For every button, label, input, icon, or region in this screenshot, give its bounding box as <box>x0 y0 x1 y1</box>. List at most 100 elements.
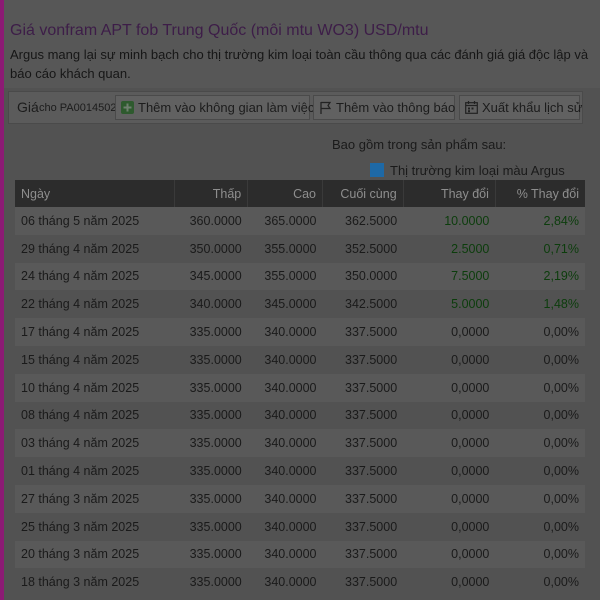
table-row: 22 tháng 4 năm 2025 340.0000 345.0000 342.5… <box>15 290 585 319</box>
cell-high: 340.0000 <box>247 568 323 597</box>
cell-change: 0,0000 <box>403 568 496 597</box>
col-header-pct-change[interactable]: % Thay đổi <box>495 180 585 207</box>
cell-high: 340.0000 <box>247 373 323 402</box>
cell-change: 0,0000 <box>403 373 496 402</box>
price-code: cho PA0014502 <box>39 102 117 114</box>
cell-high: 355.0000 <box>247 262 323 291</box>
cell-date: 06 tháng 5 năm 2025 <box>15 207 175 235</box>
cell-high: 340.0000 <box>247 318 323 346</box>
cell-change: 0,0000 <box>403 345 496 374</box>
cell-pct-change: 0,00% <box>495 318 585 346</box>
cell-change: 0,0000 <box>403 484 496 513</box>
cell-date: 27 tháng 3 năm 2025 <box>15 484 175 513</box>
cell-date: 01 tháng 4 năm 2025 <box>15 457 175 485</box>
cell-pct-change: 1,48% <box>495 290 585 319</box>
table-row: 27 tháng 3 năm 2025 335.0000 340.0000 337.5… <box>15 484 585 513</box>
cell-pct-change: 0,00% <box>495 568 585 597</box>
cell-date: 24 tháng 4 năm 2025 <box>15 262 175 291</box>
cell-change: 0,0000 <box>403 318 496 346</box>
cell-change: 0,0000 <box>403 512 496 541</box>
cell-date: 22 tháng 4 năm 2025 <box>15 290 175 319</box>
cell-change: 0,0000 <box>403 429 496 458</box>
page-description: Argus mang lại sự minh bạch cho thị trườ… <box>10 47 589 81</box>
cell-pct-change: 0,00% <box>495 345 585 374</box>
cell-change: 7.5000 <box>403 262 496 291</box>
cell-final: 352.5000 <box>322 234 404 263</box>
add-alert-button[interactable]: Thêm vào thông báo <box>313 95 455 120</box>
cell-low: 335.0000 <box>174 373 248 402</box>
cell-date: 18 tháng 3 năm 2025 <box>15 568 175 597</box>
price-history-table: Ngày Thấp Cao Cuối cùng Thay đổi % Thay … <box>15 180 585 597</box>
cell-high: 340.0000 <box>247 512 323 541</box>
flag-icon <box>320 101 332 114</box>
cell-final: 350.0000 <box>322 262 404 291</box>
table-row: 17 tháng 4 năm 2025 335.0000 340.0000 337.5… <box>15 318 585 346</box>
cell-final: 337.5000 <box>322 429 404 458</box>
cell-low: 335.0000 <box>174 540 248 569</box>
cell-pct-change: 0,71% <box>495 234 585 263</box>
cell-date: 10 tháng 4 năm 2025 <box>15 373 175 402</box>
price-panel: Giá vonfram APT fob Trung Quốc (môi mtu … <box>4 0 600 600</box>
cell-high: 340.0000 <box>247 429 323 458</box>
calendar-icon <box>465 101 478 114</box>
cell-high: 365.0000 <box>247 207 323 235</box>
cell-pct-change: 0,00% <box>495 429 585 458</box>
cell-high: 340.0000 <box>247 540 323 569</box>
cell-change: 0,0000 <box>403 457 496 485</box>
add-workspace-label: Thêm vào không gian làm việc <box>138 100 315 115</box>
cell-final: 337.5000 <box>322 568 404 597</box>
table-row: 10 tháng 4 năm 2025 335.0000 340.0000 337.5… <box>15 373 585 402</box>
export-history-label: Xuất khẩu lịch sử <box>482 100 583 115</box>
col-header-date[interactable]: Ngày <box>15 180 176 207</box>
cell-high: 340.0000 <box>247 401 323 430</box>
cell-final: 337.5000 <box>322 484 404 513</box>
cell-date: 29 tháng 4 năm 2025 <box>15 234 175 263</box>
cell-low: 335.0000 <box>174 345 248 374</box>
cell-change: 10.0000 <box>403 207 496 235</box>
table-row: 25 tháng 3 năm 2025 335.0000 340.0000 337.5… <box>15 512 585 541</box>
col-header-high[interactable]: Cao <box>247 180 324 207</box>
cell-final: 337.5000 <box>322 512 404 541</box>
cell-final: 342.5000 <box>322 290 404 319</box>
cell-date: 08 tháng 4 năm 2025 <box>15 401 175 430</box>
cell-high: 345.0000 <box>247 290 323 319</box>
plus-icon <box>121 101 134 114</box>
cell-final: 337.5000 <box>322 457 404 485</box>
cell-low: 350.0000 <box>174 234 248 263</box>
col-header-low[interactable]: Thấp <box>174 180 249 207</box>
export-history-button[interactable]: Xuất khẩu lịch sử <box>459 95 583 120</box>
table-row: 24 tháng 4 năm 2025 345.0000 355.0000 350.0… <box>15 262 585 291</box>
cell-date: 20 tháng 3 năm 2025 <box>15 540 175 569</box>
product-link[interactable]: Thị trường kim loại màu Argus <box>390 163 565 178</box>
cell-low: 345.0000 <box>174 262 248 291</box>
table-row: 18 tháng 3 năm 2025 335.0000 340.0000 337.5… <box>15 568 585 597</box>
cell-high: 340.0000 <box>247 484 323 513</box>
accent-bar <box>0 0 4 600</box>
table-header-row: Ngày Thấp Cao Cuối cùng Thay đổi % Thay … <box>15 180 585 207</box>
cell-change: 0,0000 <box>403 540 496 569</box>
page-title: Giá vonfram APT fob Trung Quốc (môi mtu … <box>10 22 429 39</box>
cell-pct-change: 0,00% <box>495 512 585 541</box>
cell-low: 335.0000 <box>174 318 248 346</box>
cell-pct-change: 0,00% <box>495 484 585 513</box>
cell-low: 335.0000 <box>174 484 248 513</box>
cell-low: 335.0000 <box>174 568 248 597</box>
cell-pct-change: 2,19% <box>495 262 585 291</box>
cell-date: 15 tháng 4 năm 2025 <box>15 345 175 374</box>
cell-pct-change: 0,00% <box>495 457 585 485</box>
toolbar-label: Giá <box>17 99 39 115</box>
cell-high: 340.0000 <box>247 345 323 374</box>
col-header-change[interactable]: Thay đổi <box>403 180 496 207</box>
cell-low: 360.0000 <box>174 207 248 235</box>
col-header-final[interactable]: Cuối cùng <box>322 180 404 207</box>
cell-final: 337.5000 <box>322 345 404 374</box>
cell-change: 2.5000 <box>403 234 496 263</box>
add-workspace-button[interactable]: Thêm vào không gian làm việc <box>115 95 314 120</box>
table-row: 20 tháng 3 năm 2025 335.0000 340.0000 337.5… <box>15 540 585 569</box>
cell-high: 355.0000 <box>247 234 323 263</box>
cell-final: 362.5000 <box>322 207 404 235</box>
cell-high: 340.0000 <box>247 457 323 485</box>
cell-low: 335.0000 <box>174 401 248 430</box>
toolbar: Giá cho PA0014502 Thêm vào không gian là… <box>8 91 583 124</box>
included-in-label: Bao gồm trong sản phẩm sau: <box>332 137 507 152</box>
